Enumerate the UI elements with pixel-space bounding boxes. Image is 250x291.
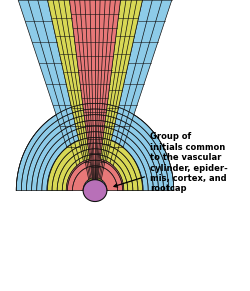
Polygon shape [100, 0, 174, 191]
Ellipse shape [83, 180, 107, 201]
Polygon shape [16, 103, 174, 191]
Polygon shape [66, 159, 124, 191]
Polygon shape [16, 0, 90, 191]
Polygon shape [48, 137, 142, 191]
Polygon shape [46, 0, 94, 191]
Polygon shape [69, 0, 121, 191]
Text: Group of
initials common
to the vascular
cylinder, epider-
mis, cortex, and
root: Group of initials common to the vascular… [114, 132, 228, 194]
Polygon shape [96, 0, 144, 191]
